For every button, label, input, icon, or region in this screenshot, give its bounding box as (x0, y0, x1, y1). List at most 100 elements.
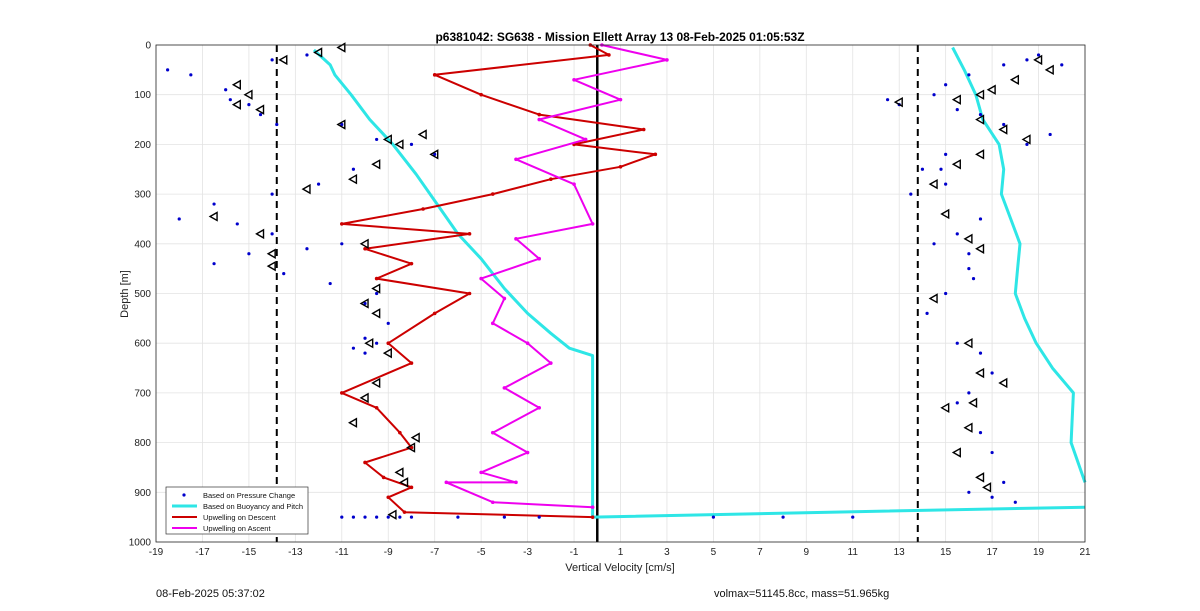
series-point-2-12 (340, 222, 344, 226)
triangle-marker-26 (359, 392, 369, 404)
triangle-marker-16 (255, 228, 265, 240)
series-point-2-11 (421, 207, 425, 211)
triangle-marker-5 (231, 99, 241, 110)
pressure-point-56 (978, 431, 983, 435)
series-point-3-2 (572, 77, 576, 82)
legend-label-2: Upwelling on Descent (203, 513, 276, 522)
triangle-marker-49 (928, 293, 938, 304)
pressure-point-64 (537, 515, 541, 519)
pressure-point-63 (502, 515, 506, 519)
pressure-point-23 (212, 262, 216, 266)
series-point-2-30 (590, 515, 595, 519)
series-point-3-20 (479, 470, 483, 475)
triangle-marker-4 (243, 89, 253, 100)
pressure-point-82 (967, 267, 971, 271)
pressure-point-12 (433, 152, 437, 156)
x-tick-label-7: -5 (477, 547, 486, 558)
pressure-point-31 (351, 346, 356, 350)
triangle-marker-57 (975, 472, 985, 483)
series-point-2-13 (467, 232, 472, 236)
triangle-marker-29 (406, 442, 416, 453)
x-axis-label: Vertical Velocity [cm/s] (565, 562, 674, 574)
triangle-marker-30 (394, 467, 404, 478)
pressure-point-30 (375, 341, 379, 345)
triangle-marker-25 (371, 377, 381, 389)
triangle-marker-15 (208, 211, 218, 222)
scatter-layer (166, 53, 1064, 519)
x-tick-label-20: 21 (1079, 547, 1091, 558)
pressure-point-25 (328, 281, 332, 286)
pressure-point-60 (781, 515, 785, 519)
series-point-3-12 (502, 296, 507, 301)
pressure-point-45 (978, 217, 983, 221)
triangle-marker-51 (975, 367, 985, 379)
footer-timestamp: 08-Feb-2025 05:37:02 (156, 588, 265, 600)
series-point-2-18 (432, 311, 437, 316)
pressure-point-55 (955, 401, 959, 405)
series-point-2-4 (537, 112, 542, 117)
series-point-3-5 (583, 137, 588, 142)
series-point-2-9 (549, 177, 553, 181)
pressure-point-20 (340, 242, 344, 246)
pressure-point-69 (351, 515, 356, 519)
triangle-marker-52 (998, 377, 1008, 389)
series-point-3-22 (444, 480, 449, 485)
tick-labels: -19 -17 -15 -13 -11 -9 -7 -5 -3 -1 1 3 5 7 9 11 13 15 17 19… (129, 41, 1091, 559)
series-point-2-21 (340, 391, 344, 395)
triangle-marker-43 (975, 149, 985, 160)
pressure-point-4 (224, 88, 228, 92)
triangle-marker-19 (359, 238, 369, 250)
x-tick-label-0: -19 (149, 547, 164, 558)
series-point-3-23 (490, 500, 495, 505)
series-point-3-9 (514, 237, 518, 241)
series-point-2-19 (386, 341, 391, 346)
x-tick-label-6: -7 (430, 547, 439, 558)
pressure-point-36 (944, 83, 948, 87)
triangle-marker-21 (359, 298, 369, 309)
y-axis-label: Depth [m] (119, 270, 131, 318)
pressure-point-33 (885, 98, 890, 102)
chart-title: p6381042: SG638 - Mission Ellett Array 1… (435, 30, 804, 44)
triangle-marker-55 (963, 422, 973, 433)
marker-layer (208, 42, 1054, 520)
triangle-marker-35 (1009, 74, 1020, 85)
x-tick-label-17: 15 (940, 547, 952, 558)
triangle-marker-32 (387, 509, 397, 520)
series-point-3-19 (525, 450, 530, 455)
pressure-point-76 (1048, 132, 1052, 137)
pressure-point-80 (944, 152, 948, 156)
pressure-point-21 (305, 247, 309, 251)
pressure-point-53 (990, 371, 994, 375)
triangle-marker-23 (364, 337, 374, 349)
pressure-point-79 (955, 108, 959, 112)
legend-box (165, 486, 309, 535)
triangle-marker-36 (986, 84, 996, 95)
pressure-point-74 (1013, 500, 1017, 504)
series-line-1 (951, 46, 1087, 483)
triangle-marker-8 (382, 134, 392, 145)
x-tick-label-9: -1 (570, 547, 579, 558)
series-point-2-2 (432, 73, 437, 77)
pressure-point-49 (944, 291, 948, 296)
x-tick-label-12: 5 (711, 547, 717, 558)
pressure-point-27 (363, 301, 367, 306)
pressure-point-9 (340, 122, 344, 127)
series-point-2-16 (374, 276, 379, 281)
series-point-2-25 (363, 460, 367, 465)
series-point-2-17 (467, 291, 472, 296)
triangle-marker-56 (951, 447, 961, 458)
series-point-2-24 (409, 445, 414, 450)
triangle-marker-50 (963, 337, 973, 349)
series-point-2-23 (398, 430, 402, 435)
series-point-3-17 (537, 406, 542, 410)
series-point-3-14 (525, 341, 530, 346)
pressure-point-5 (247, 103, 251, 107)
series-point-2-20 (409, 361, 414, 365)
x-tick-label-13: 7 (757, 547, 763, 558)
y-tick-label-10: 1000 (129, 538, 152, 549)
x-tick-label-10: 1 (618, 547, 624, 558)
series-point-2-10 (490, 192, 495, 196)
triangle-marker-1 (313, 47, 323, 58)
pressure-point-78 (978, 112, 983, 117)
series-point-2-7 (653, 152, 658, 157)
